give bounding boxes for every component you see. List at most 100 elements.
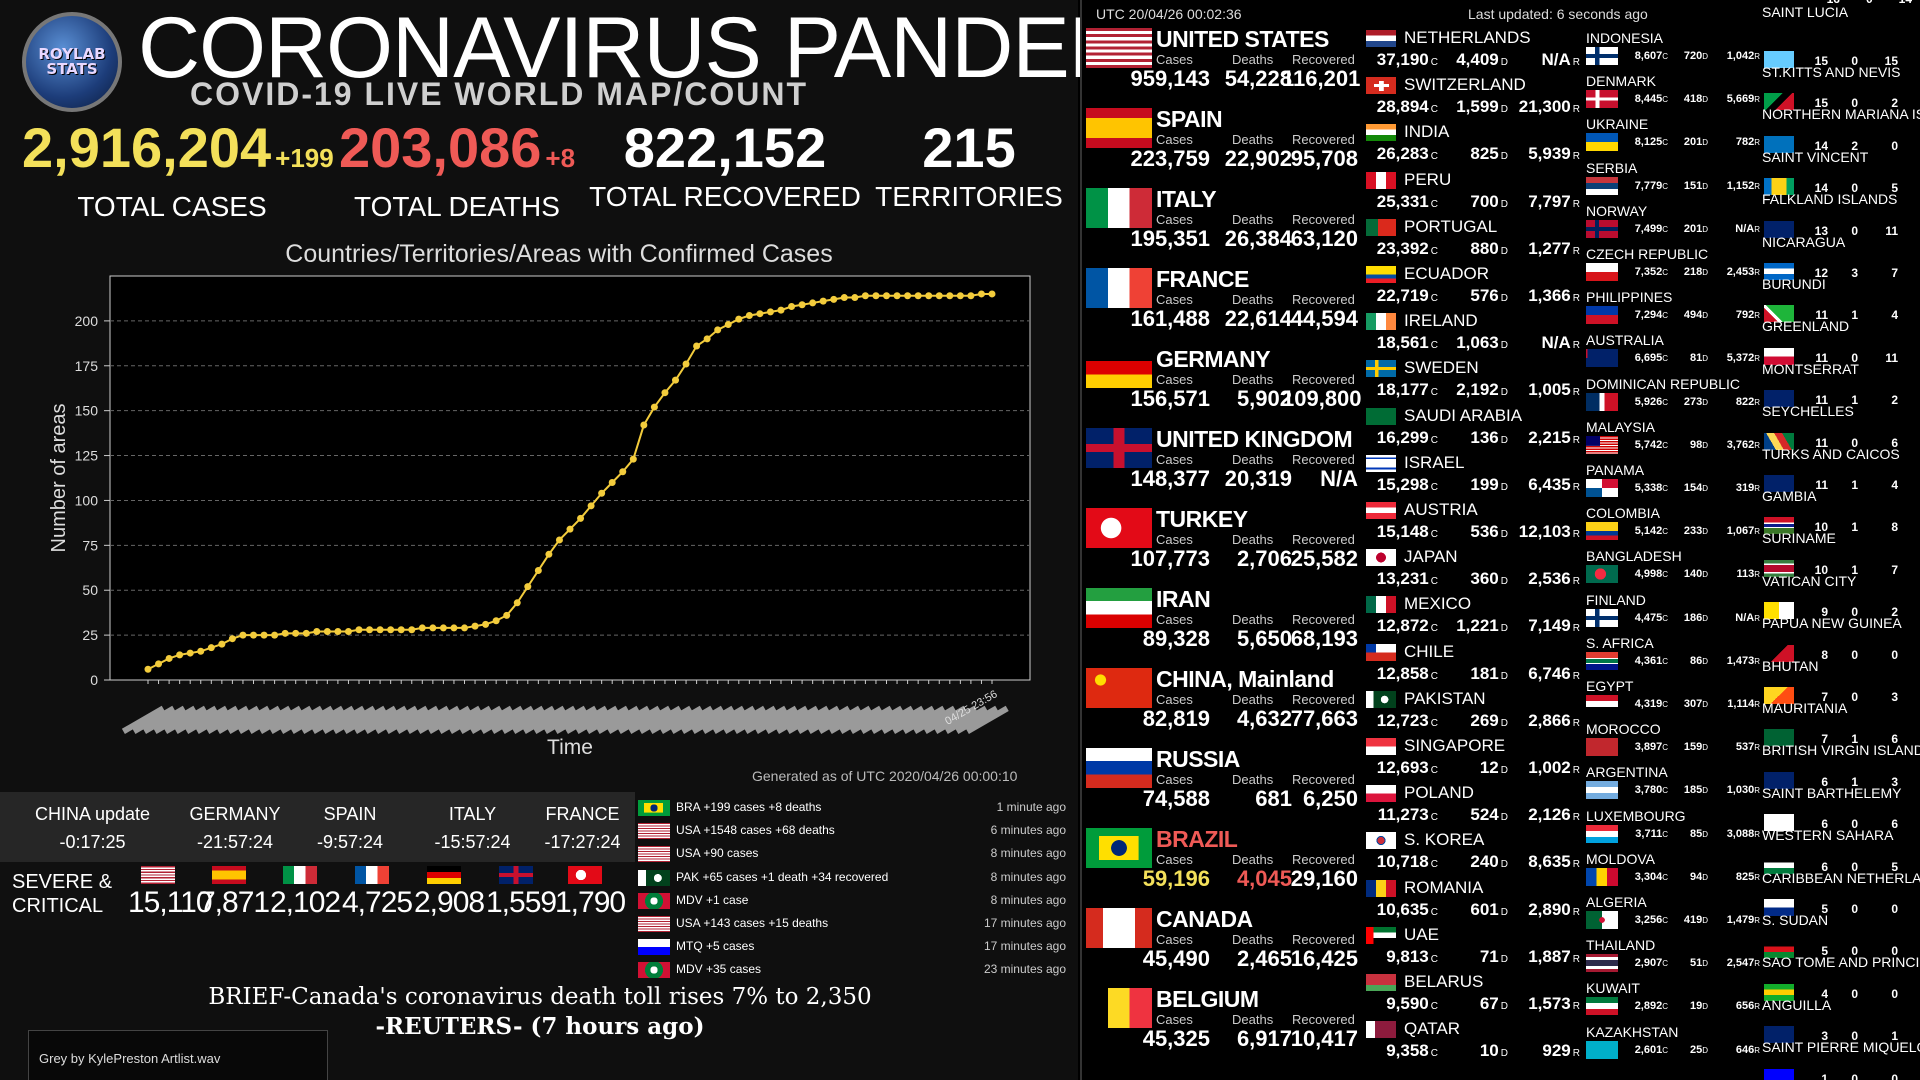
- deaths-value: 0: [1851, 54, 1858, 68]
- flag-jp-icon: [1366, 549, 1396, 567]
- data-point: [397, 626, 405, 634]
- country-row-tiny: 11 1 4 GAMBIA: [1762, 458, 1920, 504]
- cases-number: 12,693: [1376, 758, 1429, 777]
- cases-suffix: C: [1430, 434, 1438, 446]
- update-time: -17:27:24: [544, 832, 621, 852]
- data-point: [893, 292, 901, 300]
- data-point: [935, 292, 943, 300]
- country-name: PHILIPPINES: [1586, 289, 1673, 306]
- deaths-number: 81: [1689, 352, 1703, 365]
- x-tick-label: [628, 705, 672, 734]
- recovered-value: 1,005 R: [1508, 380, 1580, 400]
- news-headline: BRIEF-Canada's coronavirus death toll ri…: [208, 984, 872, 1010]
- cases-suffix: C: [1430, 198, 1438, 210]
- country-name: MOLDOVA: [1586, 850, 1655, 867]
- feed-text: USA +1548 cases +68 deaths: [676, 823, 835, 838]
- deaths-suffix: D: [1702, 354, 1708, 364]
- country-row-small: CZECH REPUBLIC 7,352C 218D 2,453R: [1586, 246, 1762, 289]
- country-row: S. KOREA 10,718 C 240 D 8,635 R: [1362, 830, 1580, 878]
- cases-suffix: C: [1662, 570, 1668, 580]
- feed-item: MTQ +5 cases 17 minutes ago: [636, 935, 1072, 958]
- cases-number: 5,742: [1634, 438, 1663, 451]
- x-tick-label: [586, 705, 629, 734]
- cases-suffix: C: [1662, 397, 1668, 407]
- flag-pk-icon: [1366, 690, 1396, 708]
- deaths-value: 6,917: [1236, 1026, 1292, 1051]
- data-point: [682, 360, 690, 368]
- recovered-value: 0: [1891, 986, 1898, 1001]
- recovered-suffix: R: [1572, 481, 1580, 493]
- country-name: UKRAINE: [1586, 116, 1649, 133]
- cases-value: 9: [1821, 605, 1828, 620]
- recovered-suffix: R: [1754, 743, 1760, 753]
- cases-number: 15,148: [1376, 522, 1429, 541]
- y-tick-label: 150: [75, 403, 99, 419]
- deaths-label: Deaths: [1232, 532, 1274, 547]
- deaths-number: 273: [1683, 395, 1703, 408]
- total-recovered-label: TOTAL RECOVERED: [589, 181, 861, 212]
- country-row-tiny: 11 0 6 TURKS AND CAICOS: [1762, 416, 1920, 462]
- data-point: [334, 628, 342, 636]
- recovered-value: 15: [1884, 54, 1898, 68]
- x-tick-label: [417, 705, 461, 734]
- territories-label: TERRITORIES: [875, 181, 1063, 212]
- flag-it-icon: [1086, 188, 1152, 228]
- recovered-suffix: R: [1572, 717, 1580, 729]
- country-row-tiny: 6 1 3 SAINT BARTHELEMY: [1762, 755, 1920, 801]
- cases-suffix: C: [1662, 138, 1668, 148]
- country-row-tiny: 13 0 11 NICARAGUA: [1762, 204, 1920, 250]
- y-tick-label: 125: [75, 448, 99, 464]
- deaths-number: 151: [1683, 179, 1703, 192]
- data-point: [788, 303, 796, 311]
- data-point: [693, 342, 701, 350]
- recovered-number: 5,669: [1726, 93, 1755, 106]
- deaths-suffix: D: [1702, 52, 1708, 61]
- recovered-value: 29,160: [1290, 866, 1358, 891]
- flag-pt-icon: [1366, 218, 1396, 236]
- flag-bt-icon: [1764, 687, 1794, 704]
- feed-age: 23 minutes ago: [983, 962, 1066, 977]
- cases-value: 2,601C: [1620, 1044, 1668, 1056]
- cases-value: 11: [1815, 478, 1828, 492]
- cases-suffix: C: [1662, 354, 1668, 364]
- country-name: ALGERIA: [1586, 894, 1647, 910]
- flag-au-icon: [1586, 349, 1618, 368]
- country-row-small: MOLDOVA 3,304C 94D 825R: [1586, 851, 1762, 894]
- flag-ie-icon: [1366, 313, 1396, 331]
- flag-pl-icon: [1366, 785, 1396, 803]
- country-row: SWITZERLAND 28,894 C 1,599 D 21,300 R: [1362, 75, 1580, 123]
- deaths-suffix: D: [1500, 481, 1508, 493]
- cases-value: 7: [1821, 732, 1828, 747]
- flag-ae-icon: [1366, 926, 1396, 944]
- deaths-suffix: D: [1500, 1048, 1508, 1060]
- x-tick-label: [691, 705, 735, 734]
- country-card-large: CANADA Cases Deaths Recovered 45,490 2,465 16,…: [1082, 906, 1362, 986]
- data-point: [703, 335, 711, 343]
- x-tick-label: [237, 705, 281, 734]
- y-tick-label: 75: [82, 537, 98, 553]
- cases-value: 1: [1821, 1071, 1828, 1080]
- cases-value: 89,328: [1142, 626, 1210, 651]
- recovered-value: 16,425: [1290, 946, 1358, 971]
- cases-label: Cases: [1156, 932, 1193, 947]
- feed-age: 8 minutes ago: [990, 846, 1066, 861]
- severe-item: 1,790: [555, 866, 626, 922]
- deaths-value: 26,384: [1224, 226, 1292, 251]
- flag-eg-icon: [1586, 695, 1618, 713]
- deaths-number: 524: [1470, 805, 1499, 825]
- data-point: [988, 290, 996, 298]
- recovered-value: 3,762R: [1708, 439, 1760, 451]
- recovered-number: 2,890: [1528, 899, 1571, 919]
- flag-ph-icon: [1586, 306, 1618, 325]
- cases-number: 4,319: [1634, 698, 1663, 710]
- deaths-suffix: D: [1702, 527, 1708, 537]
- cases-value: 6: [1821, 817, 1828, 832]
- recovered-suffix: R: [1572, 906, 1580, 918]
- country-name: BURUNDI: [1762, 276, 1826, 292]
- cases-suffix: C: [1430, 1001, 1438, 1012]
- recovered-value: 2,890 R: [1508, 900, 1580, 920]
- country-name: S. KOREA: [1404, 830, 1485, 850]
- country-row-tiny: 11 1 2 SEYCHELLES: [1762, 373, 1920, 419]
- x-tick-label: [765, 705, 809, 734]
- recovered-value: 77,663: [1290, 706, 1358, 731]
